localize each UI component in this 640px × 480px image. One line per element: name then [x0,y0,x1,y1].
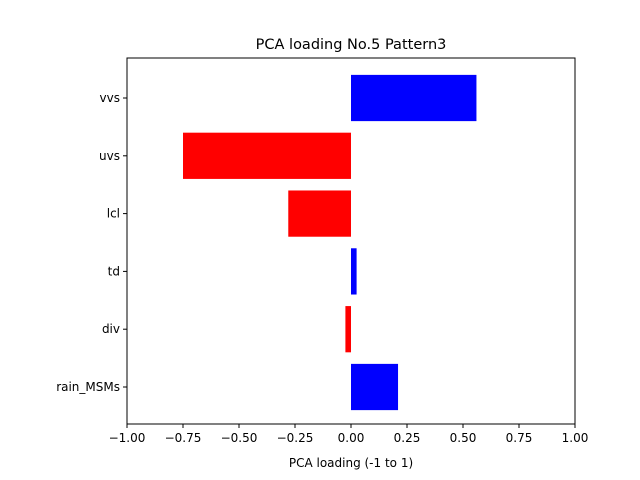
bar-div [345,306,351,353]
y-tick-label: rain_MSMs [56,380,120,394]
x-tick-label: 0.75 [506,431,533,445]
x-tick-label: −0.75 [165,431,202,445]
x-tick-label: 0.25 [394,431,421,445]
chart-title: PCA loading No.5 Pattern3 [256,37,447,53]
x-tick-label: 0.50 [450,431,477,445]
bar-vvs [351,74,477,122]
bars-group [183,74,477,411]
y-tick-label: vvs [100,91,120,105]
y-tick-label: lcl [107,207,120,221]
bar-lcl [288,190,351,237]
x-tick-label: −0.25 [277,431,314,445]
y-tick-label: uvs [99,149,120,163]
bar-rain-msms [351,363,399,411]
y-axis-ticks: rain_MSMs div td lcl uvs vvs [56,91,127,394]
x-axis-label: PCA loading (-1 to 1) [289,456,413,470]
x-tick-label: 0.00 [338,431,365,445]
x-axis-ticks: −1.00 −0.75 −0.50 −0.25 0.00 0.25 0.50 0.75 1.00 [109,424,589,445]
x-tick-label: −1.00 [109,431,146,445]
y-tick-label: div [102,322,120,336]
x-tick-label: 1.00 [562,431,589,445]
bar-uvs [183,132,351,179]
x-tick-label: −0.50 [221,431,258,445]
y-tick-label: td [108,264,120,278]
bar-td [351,248,357,295]
